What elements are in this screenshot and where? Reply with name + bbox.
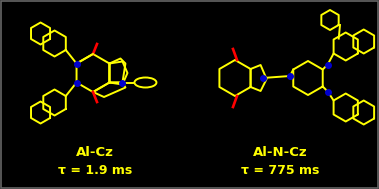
Text: Al-N-Cz: Al-N-Cz (253, 146, 307, 160)
Text: τ = 1.9 ms: τ = 1.9 ms (58, 163, 132, 177)
Text: Al-Cz: Al-Cz (76, 146, 114, 160)
Text: τ = 775 ms: τ = 775 ms (241, 163, 319, 177)
